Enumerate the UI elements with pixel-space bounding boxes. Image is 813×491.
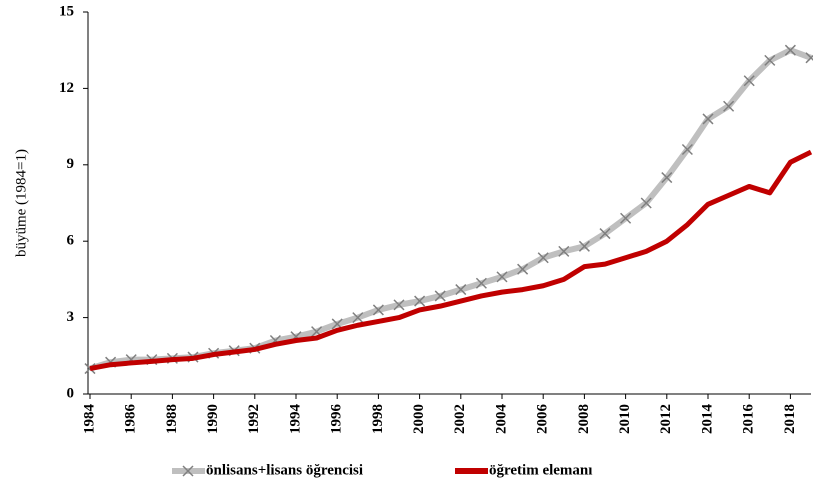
x-tick-label: 1998 — [370, 404, 386, 434]
x-tick-label: 2018 — [782, 404, 798, 434]
x-tick-label: 1992 — [246, 404, 262, 434]
y-tick-label: 0 — [67, 385, 75, 401]
x-tick-label: 2016 — [741, 404, 757, 435]
y-tick-label: 6 — [67, 233, 75, 249]
marker — [558, 245, 570, 257]
x-tick-label: 1990 — [205, 404, 221, 434]
marker — [743, 75, 755, 87]
marker — [496, 271, 508, 283]
marker — [414, 295, 426, 307]
marker — [475, 277, 487, 289]
y-tick-label: 3 — [67, 309, 75, 325]
marker — [455, 284, 467, 296]
y-tick-label: 12 — [59, 80, 74, 96]
legend-label: öğretim elemanı — [489, 462, 592, 478]
x-tick-label: 1996 — [329, 404, 345, 435]
marker — [537, 252, 549, 264]
marker — [640, 197, 652, 209]
marker — [723, 100, 735, 112]
marker — [434, 290, 446, 302]
marker — [681, 143, 693, 156]
x-tick-label: 1984 — [81, 404, 97, 435]
x-tick-label: 2004 — [493, 404, 509, 435]
marker — [393, 299, 405, 311]
x-tick-label: 2014 — [699, 404, 715, 435]
y-tick-label: 15 — [59, 3, 74, 19]
x-tick-label: 2012 — [658, 404, 674, 434]
x-tick-label: 2002 — [452, 404, 468, 434]
x-tick-label: 2008 — [576, 404, 592, 434]
x-tick-label: 1986 — [123, 404, 139, 435]
marker — [702, 113, 714, 125]
marker — [352, 312, 364, 324]
legend-label: önlisans+lisans öğrencisi — [206, 462, 363, 478]
marker — [578, 240, 590, 252]
x-tick-label: 2006 — [535, 404, 551, 435]
marker — [784, 44, 796, 56]
marker — [599, 228, 611, 240]
x-tick-label: 1988 — [164, 404, 180, 434]
legend-marker — [182, 465, 194, 477]
y-axis-label: büyüme (1984=1) — [13, 149, 29, 257]
y-tick-label: 9 — [67, 156, 75, 172]
marker — [517, 263, 529, 275]
x-tick-label: 2010 — [617, 404, 633, 434]
marker — [805, 52, 813, 64]
marker — [661, 172, 673, 184]
marker — [764, 54, 776, 66]
x-tick-label: 1994 — [287, 404, 303, 435]
marker — [620, 212, 632, 224]
marker — [372, 304, 384, 316]
x-tick-label: 2000 — [411, 404, 427, 434]
line — [89, 149, 813, 371]
